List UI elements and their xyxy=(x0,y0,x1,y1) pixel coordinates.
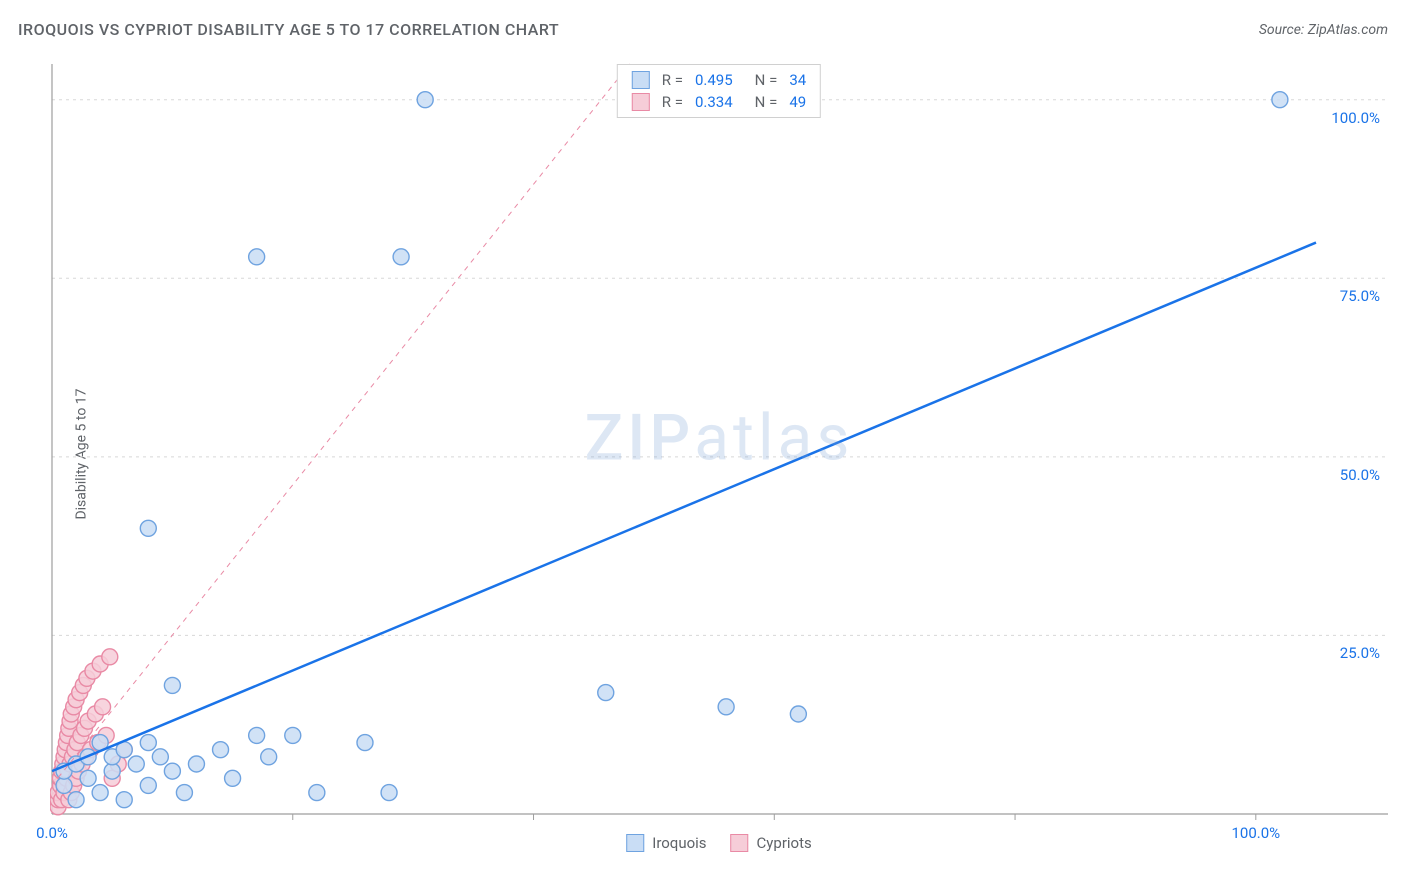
y-tick-label: 25.0% xyxy=(1340,644,1380,662)
x-tick-label: 100.0% xyxy=(1231,824,1280,842)
series-legend: Iroquois Cypriots xyxy=(626,834,812,852)
legend-series-label: Iroquois xyxy=(652,834,706,852)
legend-r-label: R = xyxy=(662,93,683,111)
y-tick-label: 75.0% xyxy=(1340,287,1380,305)
legend-n-value: 49 xyxy=(789,93,806,111)
chart-title: IROQUOIS VS CYPRIOT DISABILITY AGE 5 TO … xyxy=(18,20,559,39)
legend-correlation-row: R = 0.495 N = 34 xyxy=(618,69,820,91)
legend-swatch xyxy=(632,93,650,111)
legend-series-label: Cypriots xyxy=(757,834,812,852)
legend-r-value: 0.495 xyxy=(695,71,733,89)
y-tick-label: 50.0% xyxy=(1340,466,1380,484)
legend-n-value: 34 xyxy=(789,71,806,89)
legend-series-item: Iroquois xyxy=(626,834,706,852)
chart-area: Disability Age 5 to 17 ZIPatlas R =0.495… xyxy=(50,58,1388,850)
legend-series-item: Cypriots xyxy=(731,834,812,852)
legend-swatch xyxy=(626,834,644,852)
legend-swatch xyxy=(731,834,749,852)
legend-n-label: N = xyxy=(755,71,778,89)
correlation-legend: R = 0.495 N = 34 R = 0.334 N = 49 xyxy=(617,64,821,118)
legend-swatch xyxy=(632,71,650,89)
y-tick-label: 100.0% xyxy=(1331,109,1380,127)
legend-r-label: R = xyxy=(662,71,683,89)
legend-n-label: N = xyxy=(755,93,778,111)
x-tick-label: 0.0% xyxy=(36,824,68,842)
source-label: Source: ZipAtlas.com xyxy=(1259,22,1388,38)
chart-header: IROQUOIS VS CYPRIOT DISABILITY AGE 5 TO … xyxy=(18,20,1388,39)
legend-correlation-row: R = 0.334 N = 49 xyxy=(618,91,820,113)
scatter-plot xyxy=(50,58,1388,850)
legend-r-value: 0.334 xyxy=(695,93,733,111)
